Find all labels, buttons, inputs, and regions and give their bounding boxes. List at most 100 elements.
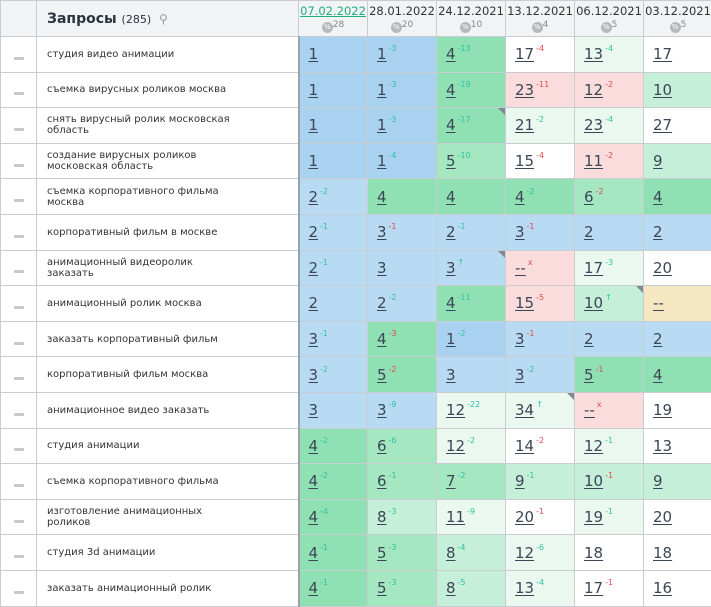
position-value[interactable]: 19 bbox=[653, 401, 672, 419]
date-column-header[interactable]: 03.12.2021%5 bbox=[644, 1, 711, 37]
position-value[interactable]: 1 bbox=[309, 45, 319, 63]
position-value[interactable]: -- bbox=[584, 401, 595, 419]
position-value[interactable]: 3 bbox=[515, 330, 525, 348]
position-value[interactable]: 3 bbox=[377, 401, 387, 419]
position-value[interactable]: 21 bbox=[515, 116, 534, 134]
position-value[interactable]: -- bbox=[515, 259, 526, 277]
date-column-header[interactable]: 28.01.2022%20 bbox=[368, 1, 437, 37]
remove-row-button[interactable] bbox=[1, 392, 37, 428]
position-value[interactable]: 23 bbox=[584, 116, 603, 134]
date-label[interactable]: 06.12.2021 bbox=[575, 4, 643, 18]
position-value[interactable]: 23 bbox=[515, 81, 534, 99]
date-label[interactable]: 03.12.2021 bbox=[644, 4, 711, 18]
date-label[interactable]: 24.12.2021 bbox=[437, 4, 505, 18]
position-value[interactable]: 12 bbox=[446, 437, 465, 455]
position-value[interactable]: 3 bbox=[515, 223, 525, 241]
position-value[interactable]: 1 bbox=[309, 152, 319, 170]
remove-row-button[interactable] bbox=[1, 570, 37, 606]
position-value[interactable]: 4 bbox=[309, 508, 319, 526]
position-value[interactable]: 2 bbox=[309, 294, 319, 312]
position-value[interactable]: 20 bbox=[653, 259, 672, 277]
position-value[interactable]: 5 bbox=[377, 366, 387, 384]
position-value[interactable]: 12 bbox=[584, 437, 603, 455]
note-corner-icon[interactable] bbox=[498, 108, 505, 115]
position-value[interactable]: 8 bbox=[446, 544, 456, 562]
position-value[interactable]: 6 bbox=[584, 188, 594, 206]
position-value[interactable]: 7 bbox=[446, 472, 456, 490]
position-value[interactable]: 5 bbox=[584, 366, 594, 384]
position-value[interactable]: 4 bbox=[446, 81, 456, 99]
position-value[interactable]: 12 bbox=[446, 401, 465, 419]
date-label[interactable]: 07.02.2022 bbox=[299, 4, 367, 18]
position-value[interactable]: 2 bbox=[584, 223, 594, 241]
position-value[interactable]: 13 bbox=[515, 579, 534, 597]
position-value[interactable]: 2 bbox=[653, 330, 663, 348]
position-value[interactable]: 10 bbox=[584, 472, 603, 490]
remove-row-button[interactable] bbox=[1, 37, 37, 73]
percent-icon[interactable]: % bbox=[532, 22, 543, 33]
position-value[interactable]: 1 bbox=[377, 152, 387, 170]
position-value[interactable]: 20 bbox=[653, 508, 672, 526]
position-value[interactable]: 2 bbox=[377, 294, 387, 312]
position-value[interactable]: 10 bbox=[653, 81, 672, 99]
position-value[interactable]: 3 bbox=[446, 366, 456, 384]
position-value[interactable]: 3 bbox=[309, 330, 319, 348]
position-value[interactable]: 18 bbox=[653, 544, 672, 562]
position-value[interactable]: 4 bbox=[309, 544, 319, 562]
position-value[interactable]: 5 bbox=[377, 579, 387, 597]
position-value[interactable]: 17 bbox=[584, 259, 603, 277]
position-value[interactable]: 11 bbox=[584, 152, 603, 170]
position-value[interactable]: 2 bbox=[309, 259, 319, 277]
position-value[interactable]: 6 bbox=[377, 437, 387, 455]
position-value[interactable]: 4 bbox=[515, 188, 525, 206]
percent-icon[interactable]: % bbox=[601, 22, 612, 33]
position-value[interactable]: 10 bbox=[584, 294, 603, 312]
position-value[interactable]: 4 bbox=[653, 366, 663, 384]
position-value[interactable]: 2 bbox=[584, 330, 594, 348]
position-value[interactable]: 1 bbox=[377, 81, 387, 99]
position-value[interactable]: 4 bbox=[446, 116, 456, 134]
position-value[interactable]: 15 bbox=[515, 152, 534, 170]
position-value[interactable]: 17 bbox=[653, 45, 672, 63]
position-value[interactable]: 13 bbox=[584, 45, 603, 63]
position-value[interactable]: 6 bbox=[377, 472, 387, 490]
position-value[interactable]: 3 bbox=[446, 259, 456, 277]
remove-row-button[interactable] bbox=[1, 428, 37, 464]
position-value[interactable]: 9 bbox=[515, 472, 525, 490]
position-value[interactable]: 1 bbox=[309, 116, 319, 134]
position-value[interactable]: 9 bbox=[653, 472, 663, 490]
position-value[interactable]: 11 bbox=[446, 508, 465, 526]
position-value[interactable]: 4 bbox=[377, 188, 387, 206]
position-value[interactable]: 8 bbox=[377, 508, 387, 526]
remove-row-button[interactable] bbox=[1, 321, 37, 357]
date-column-header[interactable]: 13.12.2021%4 bbox=[506, 1, 575, 37]
position-value[interactable]: 20 bbox=[515, 508, 534, 526]
note-corner-icon[interactable] bbox=[567, 393, 574, 400]
position-value[interactable]: 4 bbox=[309, 472, 319, 490]
position-value[interactable]: 17 bbox=[584, 579, 603, 597]
position-value[interactable]: 15 bbox=[515, 294, 534, 312]
date-label[interactable]: 13.12.2021 bbox=[506, 4, 574, 18]
percent-icon[interactable]: % bbox=[322, 22, 333, 33]
percent-icon[interactable]: % bbox=[460, 22, 471, 33]
remove-row-button[interactable] bbox=[1, 357, 37, 393]
remove-row-button[interactable] bbox=[1, 535, 37, 571]
date-column-header[interactable]: 06.12.2021%5 bbox=[575, 1, 644, 37]
remove-row-button[interactable] bbox=[1, 179, 37, 215]
date-column-header[interactable]: 07.02.2022%28 bbox=[299, 1, 368, 37]
position-value[interactable]: 12 bbox=[584, 81, 603, 99]
date-label[interactable]: 28.01.2022 bbox=[368, 4, 436, 18]
position-value[interactable]: 2 bbox=[309, 188, 319, 206]
position-value[interactable]: 4 bbox=[309, 579, 319, 597]
position-value[interactable]: 17 bbox=[515, 45, 534, 63]
position-value[interactable]: 2 bbox=[653, 223, 663, 241]
percent-icon[interactable]: % bbox=[391, 22, 402, 33]
position-value[interactable]: 4 bbox=[446, 45, 456, 63]
position-value[interactable]: -- bbox=[653, 294, 664, 312]
position-value[interactable]: 18 bbox=[584, 544, 603, 562]
position-value[interactable]: 3 bbox=[309, 366, 319, 384]
remove-row-button[interactable] bbox=[1, 250, 37, 286]
position-value[interactable]: 8 bbox=[446, 579, 456, 597]
position-value[interactable]: 13 bbox=[653, 437, 672, 455]
remove-row-button[interactable] bbox=[1, 286, 37, 322]
